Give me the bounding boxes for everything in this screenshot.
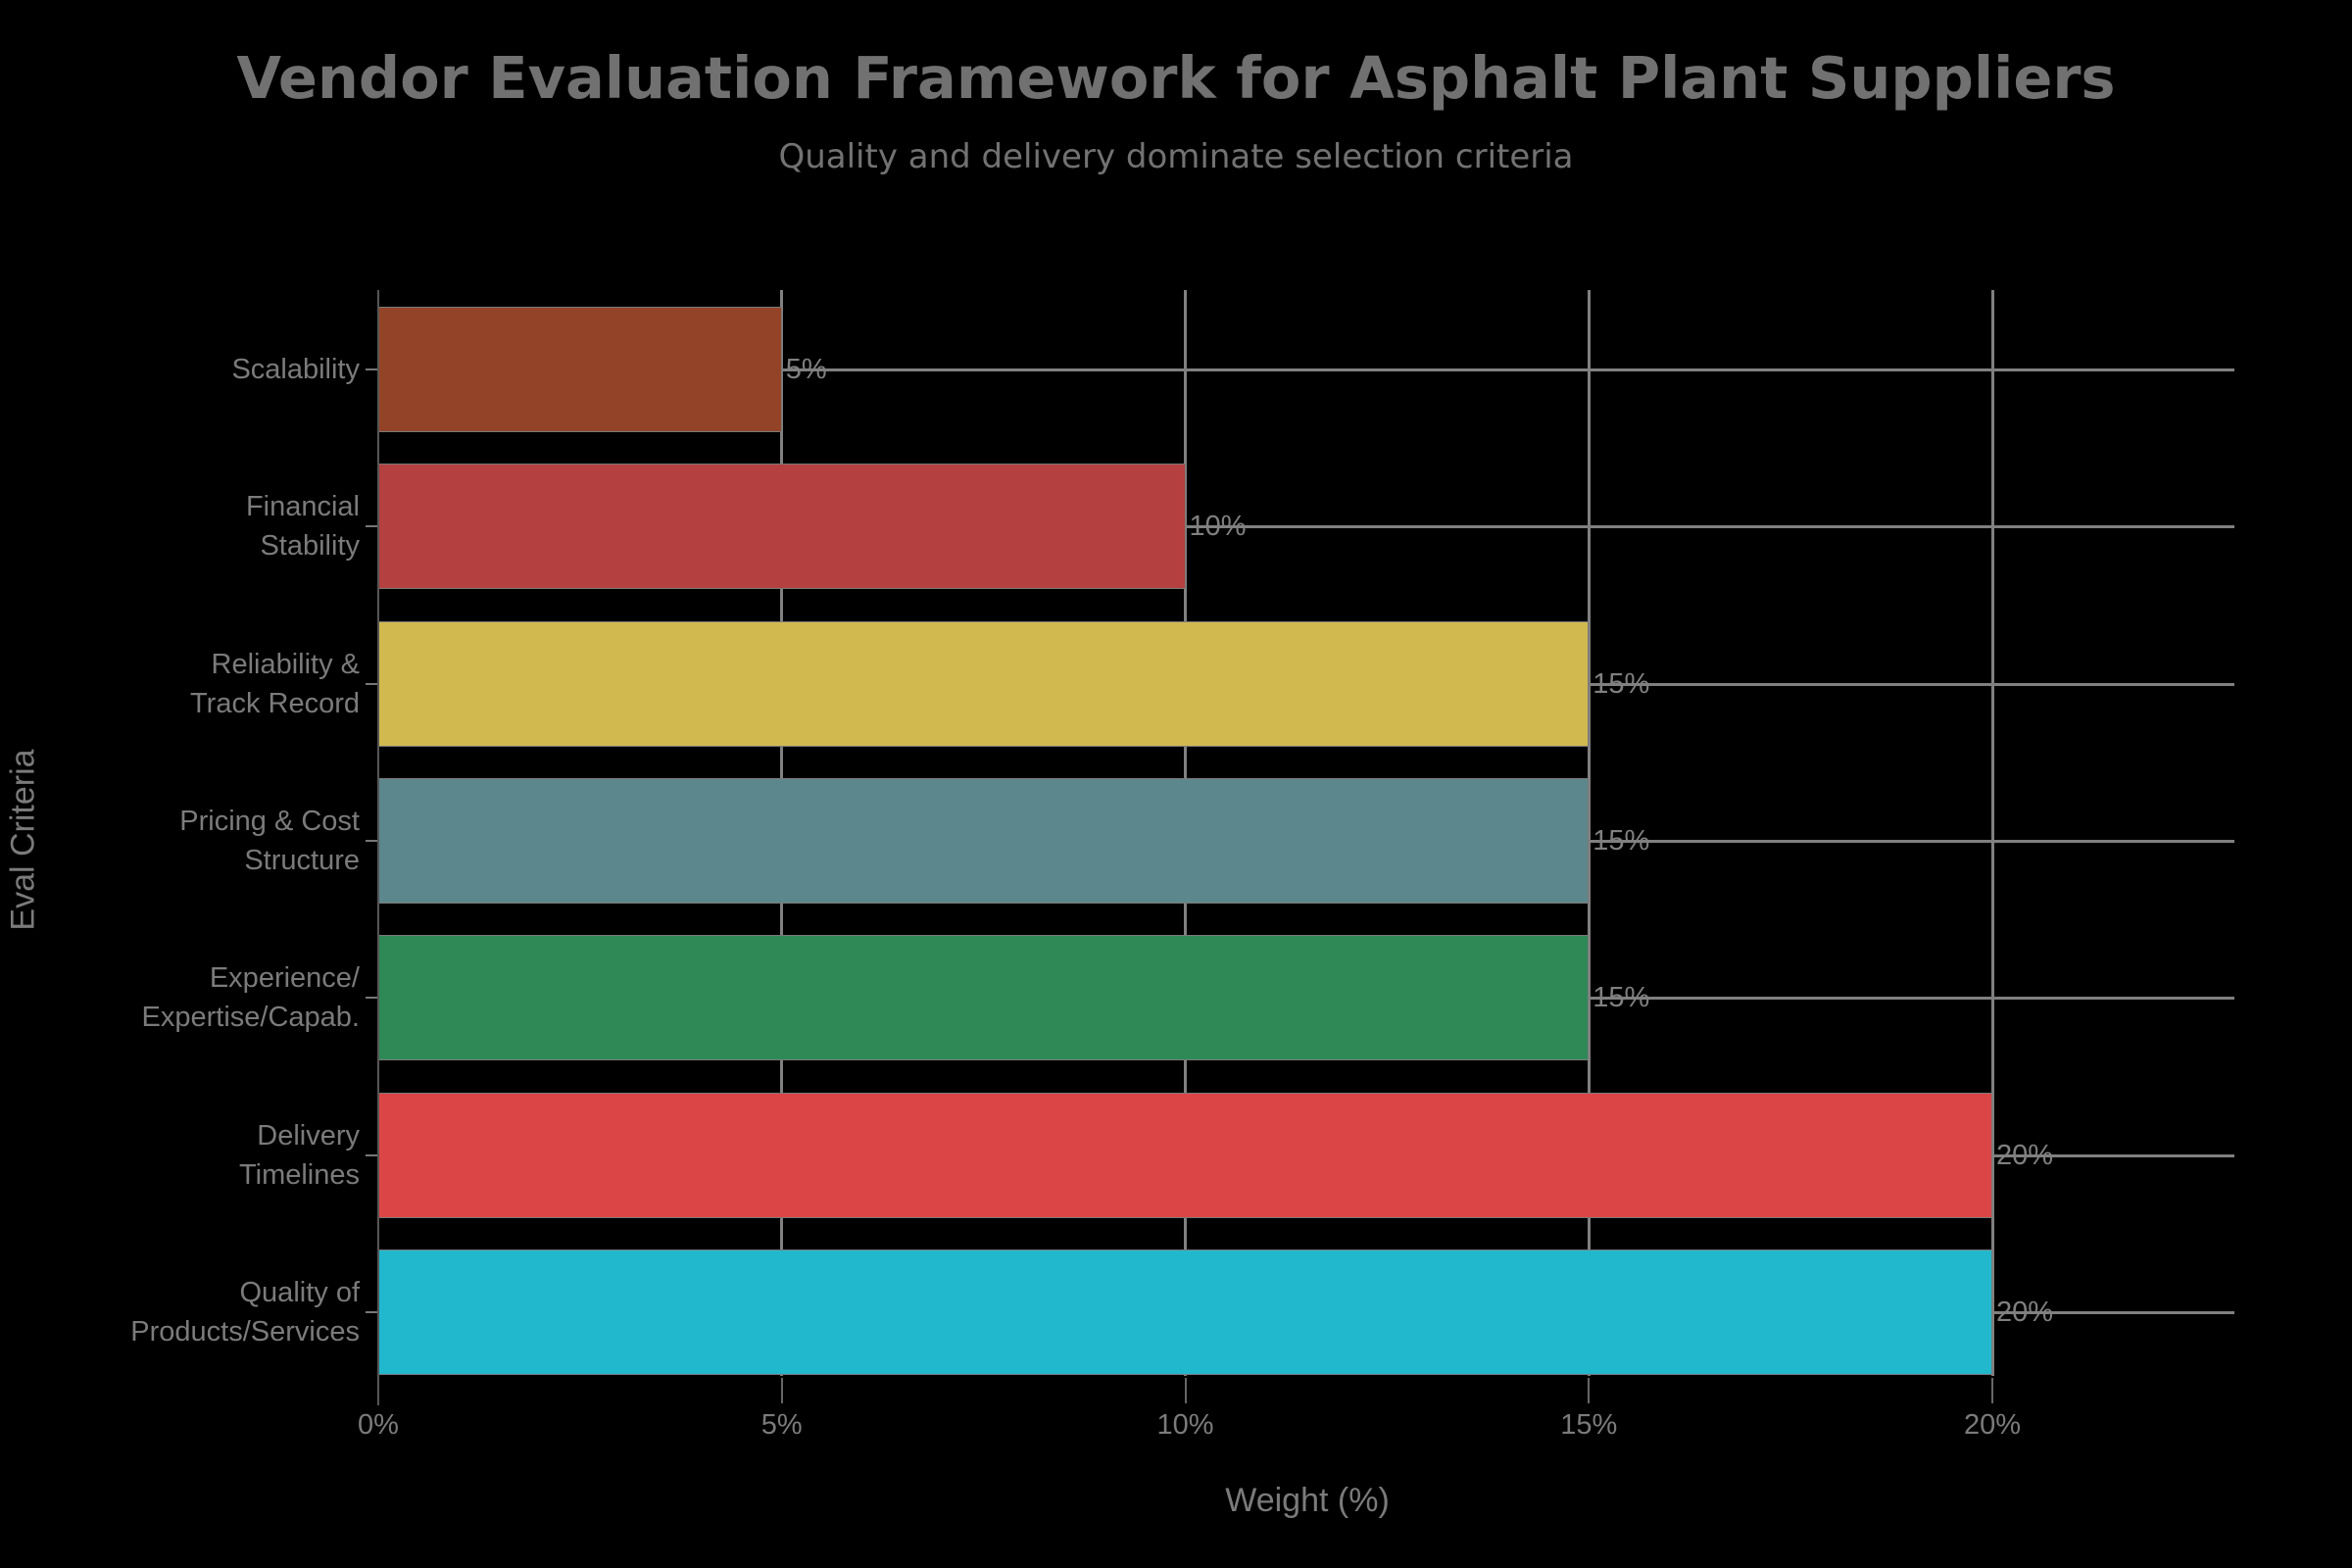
bar-pricing-cost-structure[interactable] — [378, 778, 1590, 904]
bar-quality-of-products-services[interactable] — [378, 1250, 1992, 1375]
data-label: 20% — [1996, 1297, 2054, 1328]
x-axis-title: Weight (%) — [1225, 1482, 1390, 1519]
data-label: 15% — [1592, 825, 1650, 857]
bar-reliability-track-record[interactable] — [378, 621, 1590, 747]
y-tick-label-line: Structure — [244, 845, 360, 876]
y-tick-label-line: Pricing & Cost — [179, 806, 360, 837]
y-tick-label-line: Experience/ — [209, 962, 360, 994]
x-tick-label: 5% — [760, 1409, 803, 1441]
x-tick-label: 0% — [358, 1409, 399, 1441]
x-tick — [1991, 1378, 1993, 1403]
y-tick-label: Quality of Products/Services — [130, 1273, 360, 1351]
data-label: 20% — [1996, 1140, 2054, 1171]
x-tick-label: 20% — [1963, 1409, 2022, 1441]
y-tick-label: Experience/Expertise/Capab. — [142, 958, 360, 1037]
y-tick — [366, 1311, 377, 1313]
y-tick — [366, 840, 377, 842]
y-tick — [366, 368, 377, 370]
y-tick-label-line: Quality of — [239, 1277, 361, 1308]
y-axis-line — [377, 290, 379, 1405]
x-tick-label: 10% — [1156, 1409, 1214, 1441]
x-tick — [1588, 1378, 1591, 1403]
y-tick — [366, 683, 377, 685]
chart-title: Vendor Evaluation Framework for Asphalt … — [236, 44, 2116, 112]
y-tick-label-line: Scalability — [231, 354, 360, 385]
y-tick-label-line: Reliability & — [211, 649, 361, 680]
y-tick — [366, 525, 377, 527]
y-tick-label: Delivery Timelines — [239, 1116, 360, 1195]
bar-delivery-timelines[interactable] — [378, 1093, 1992, 1218]
y-gridline — [378, 368, 2234, 371]
y-tick-label-line: Track Record — [190, 688, 360, 719]
y-tick-label: Reliability & Track Record — [190, 645, 360, 723]
y-tick-label-line: Expertise/Capab. — [141, 1002, 360, 1033]
x-gridline — [1990, 290, 1994, 1376]
data-label: 15% — [1592, 982, 1650, 1013]
y-tick — [366, 997, 377, 999]
x-tick — [1184, 1378, 1187, 1403]
y-tick-label: Scalability — [231, 350, 360, 389]
x-tick-label: 15% — [1560, 1409, 1618, 1441]
bar-scalability[interactable] — [378, 307, 782, 432]
bar-experience-expertise-capab-[interactable] — [378, 935, 1590, 1060]
y-tick-label: Pricing & Cost Structure — [179, 802, 360, 880]
y-tick-label-line: Timelines — [238, 1159, 360, 1191]
data-label: 10% — [1189, 511, 1247, 542]
y-tick-label-line: Financial — [245, 491, 360, 522]
y-axis-title: Eval Criteria — [4, 749, 42, 931]
y-tick-label-line: Delivery — [257, 1120, 360, 1152]
y-tick-label-line: Products/Services — [130, 1316, 360, 1348]
y-tick — [366, 1154, 377, 1156]
data-label: 5% — [785, 354, 827, 385]
data-label: 15% — [1592, 668, 1650, 700]
y-tick-label: Financial Stability — [246, 487, 360, 565]
x-gridline — [1587, 290, 1591, 1376]
chart-subtitle: Quality and delivery dominate selection … — [778, 137, 1574, 176]
bar-financial-stability[interactable] — [378, 464, 1186, 589]
y-gridline — [378, 524, 2234, 528]
x-tick — [780, 1378, 783, 1403]
y-tick-label-line: Stability — [260, 530, 360, 562]
